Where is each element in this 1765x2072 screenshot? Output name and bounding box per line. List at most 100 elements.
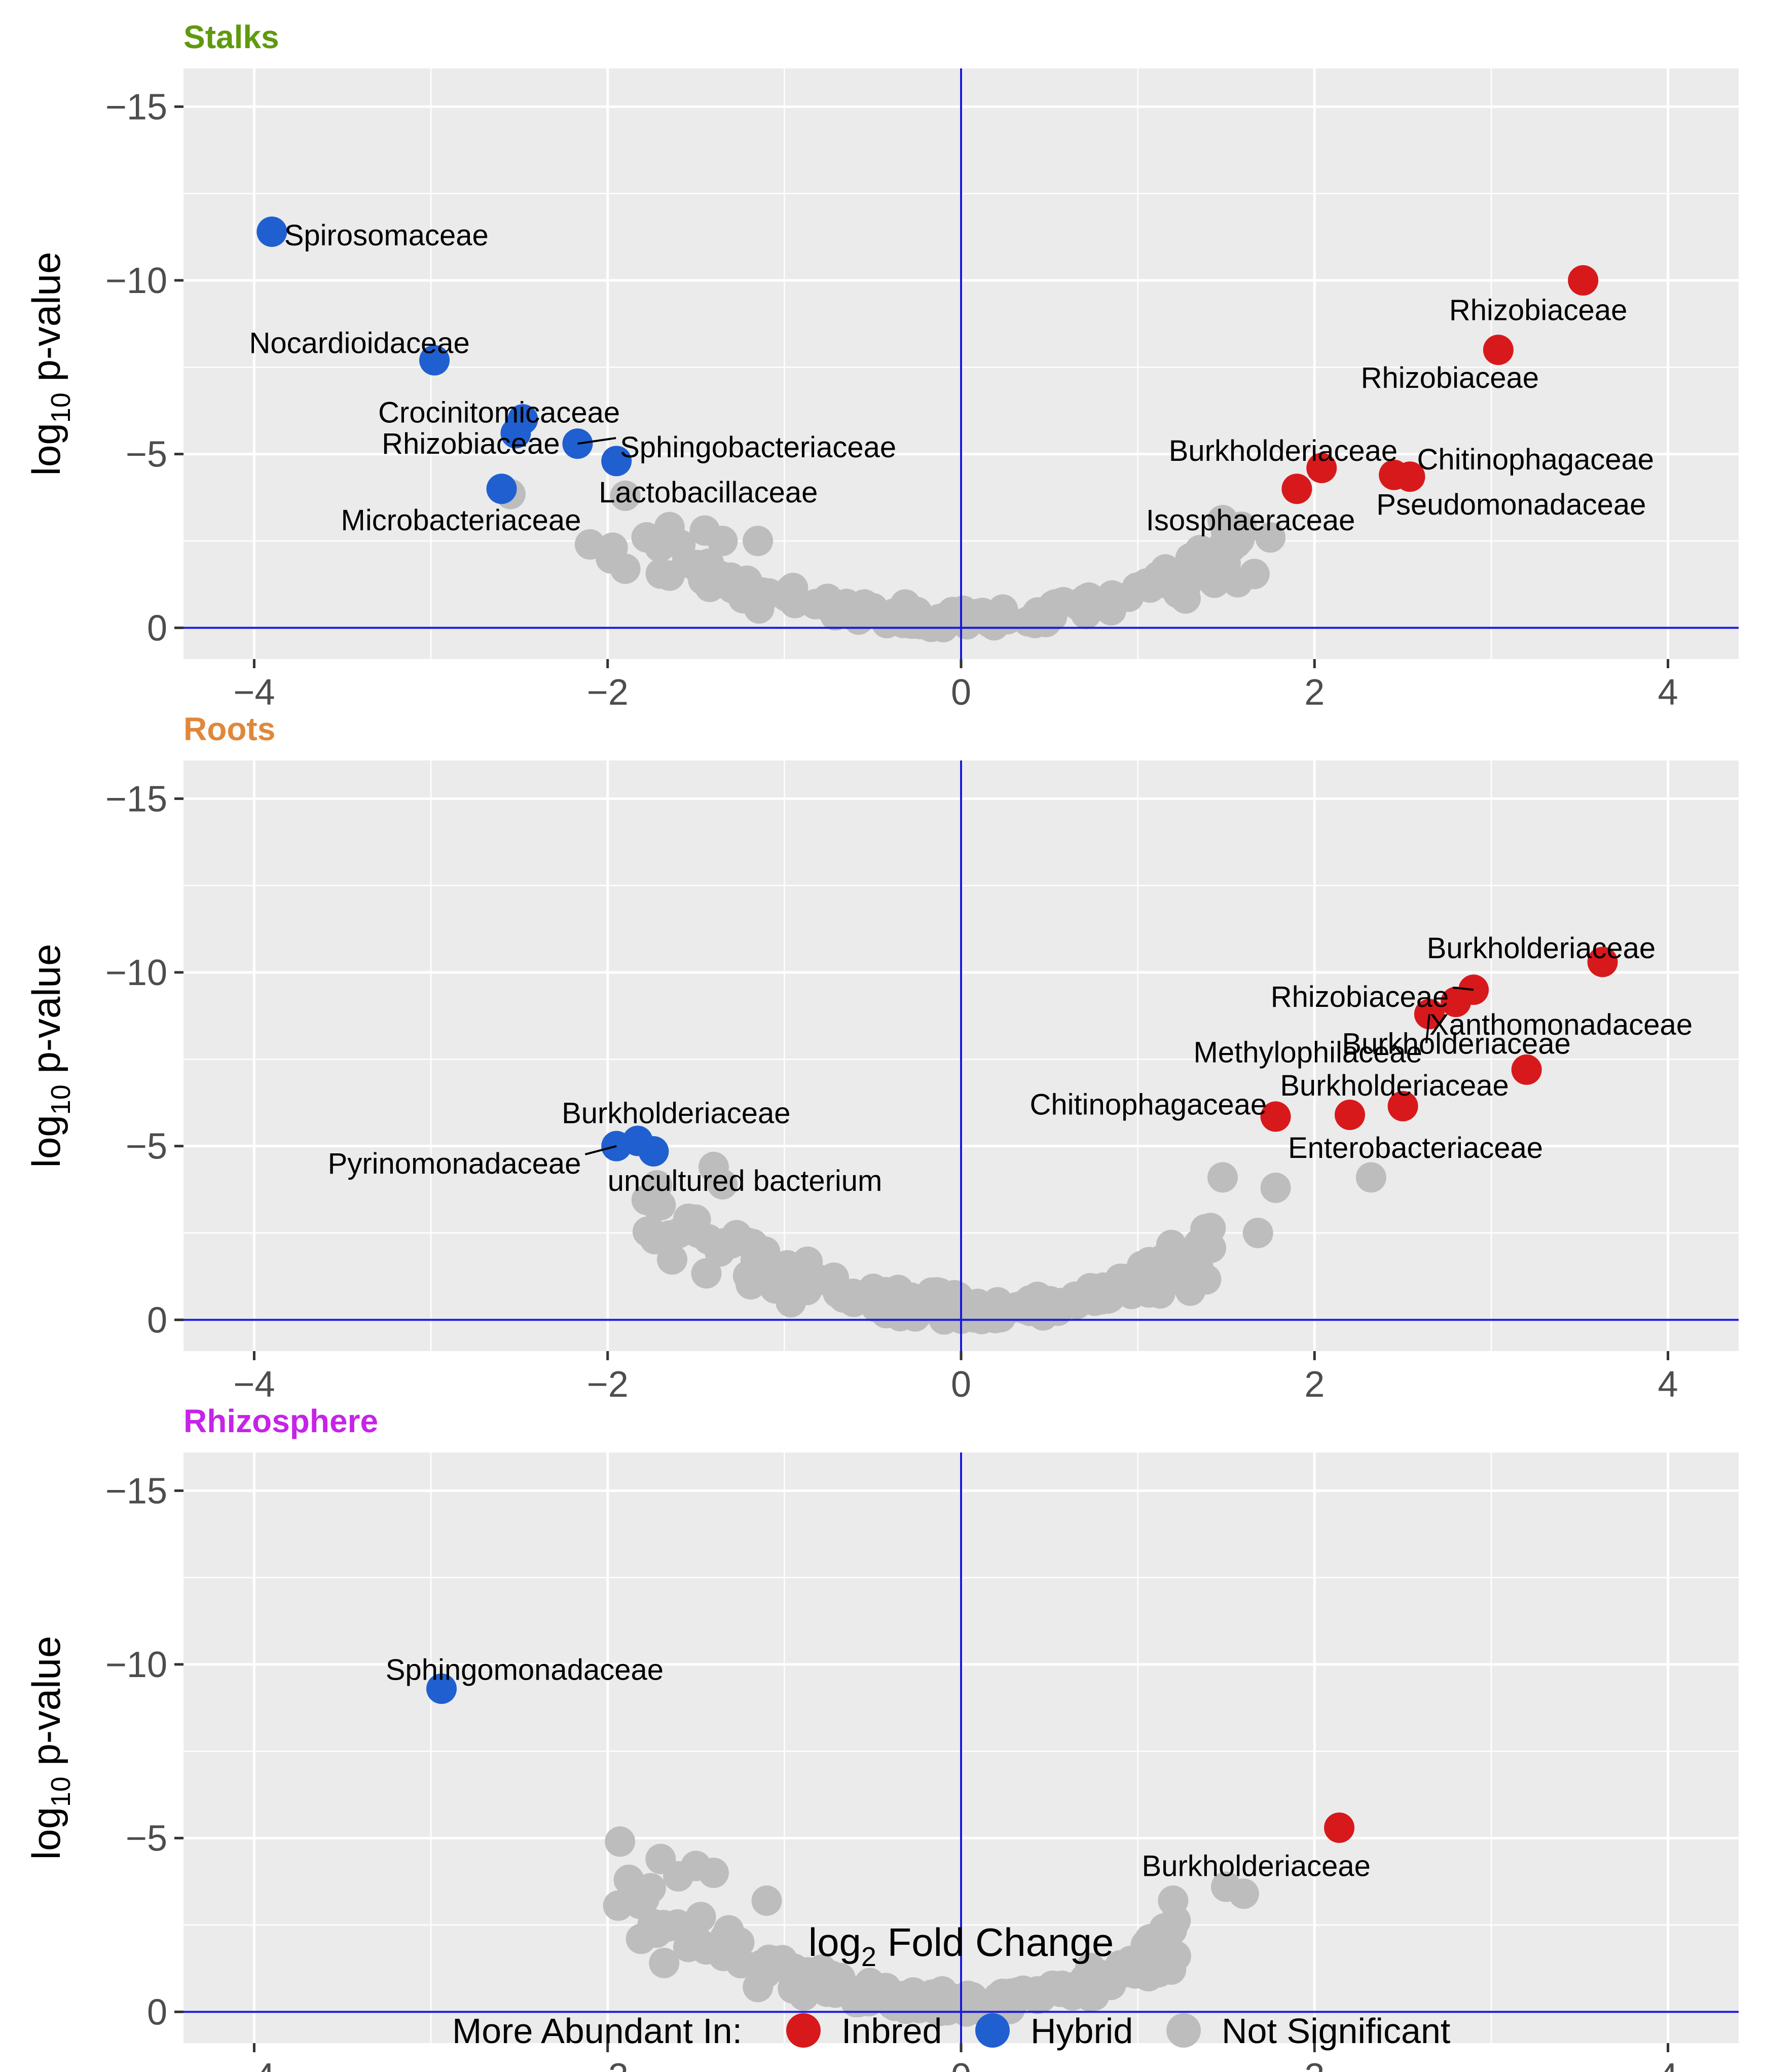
point-not-significant: [1255, 522, 1286, 553]
label-leader-line: [577, 437, 616, 445]
point-not-significant: [695, 557, 726, 588]
point-inbred: [1324, 1812, 1355, 1843]
point-not-significant: [843, 1987, 874, 2018]
point-not-significant: [1122, 572, 1153, 603]
y-tick-label: −5: [126, 1819, 167, 1859]
point-not-significant: [654, 560, 685, 591]
point-inbred: [1387, 1090, 1418, 1121]
point-label: Crocinitomicaceae: [378, 396, 620, 429]
point-not-significant: [1115, 1945, 1146, 1976]
points: [495, 479, 1286, 643]
label-leader-line: [584, 1145, 617, 1155]
point-not-significant: [1175, 1275, 1206, 1306]
point-not-significant: [1128, 1266, 1159, 1297]
point-not-significant: [728, 575, 759, 606]
point-label: Burkholderiaceae: [562, 1097, 790, 1130]
point-label: Chitinophagaceae: [1030, 1088, 1267, 1121]
legend-marker-not-significant: [1166, 2013, 1201, 2048]
legend-label-hybrid: Hybrid: [1031, 2011, 1133, 2051]
y-tick-label: −5: [126, 434, 167, 475]
y-tick-label: −10: [105, 1645, 167, 1685]
point-inbred: [1483, 335, 1514, 366]
point-not-significant: [610, 480, 641, 511]
point-not-significant: [1210, 517, 1241, 548]
point-not-significant: [691, 1258, 722, 1289]
point-not-significant: [707, 1169, 738, 1200]
point-not-significant: [1152, 1241, 1183, 1272]
y-axis-title: log10 p-value: [24, 252, 76, 476]
point-not-significant: [972, 1299, 1003, 1330]
x-tick-label: 0: [951, 2056, 971, 2072]
point-not-significant: [657, 1244, 688, 1275]
point-label: Pyrinomonadaceae: [328, 1147, 581, 1180]
x-tick-label: −2: [587, 1364, 629, 1405]
point-hybrid: [601, 446, 632, 477]
point-inbred: [1281, 474, 1312, 504]
y-tick-label: −15: [105, 1471, 167, 1511]
point-not-significant: [928, 1282, 959, 1313]
panel-title: Stalks: [183, 19, 279, 55]
y-tick-label: −10: [105, 953, 167, 993]
point-not-significant: [654, 512, 685, 542]
point-not-significant: [780, 588, 811, 619]
point-hybrid: [256, 216, 287, 247]
point-hybrid: [638, 1136, 669, 1167]
point-inbred: [1568, 265, 1599, 296]
x-tick-label: 4: [1658, 2056, 1678, 2072]
point-not-significant: [1207, 1162, 1238, 1193]
panel-title: Roots: [183, 711, 275, 747]
point-label: Enterobacteriaceae: [1288, 1132, 1543, 1165]
point-label: Rhizobiaceae: [1449, 294, 1627, 326]
point-label: uncultured bacterium: [608, 1165, 882, 1197]
point-not-significant: [1260, 1172, 1291, 1203]
point-not-significant: [1073, 1974, 1104, 2005]
point-not-significant: [987, 1978, 1018, 2009]
x-tick-label: 0: [951, 1364, 971, 1405]
point-not-significant: [1046, 1288, 1077, 1319]
point-inbred: [1379, 459, 1410, 490]
point-label: Rhizobiaceae: [1271, 980, 1449, 1013]
point-not-significant: [1017, 604, 1048, 635]
point-hybrid: [500, 418, 531, 449]
point-not-significant: [716, 1228, 747, 1259]
point-not-significant: [779, 1274, 810, 1304]
point-not-significant: [743, 1972, 774, 2003]
x-tick-label: −4: [233, 2056, 275, 2072]
legend-label-inbred: Inbred: [841, 2011, 942, 2051]
point-not-significant: [673, 1203, 704, 1234]
point-not-significant: [637, 1908, 668, 1939]
point-label: Methylophilaceae: [1194, 1036, 1422, 1069]
point-not-significant: [1150, 554, 1181, 585]
y-tick-label: 0: [147, 1300, 167, 1340]
panel-title: Rhizosphere: [183, 1403, 378, 1439]
point-not-significant: [1175, 543, 1206, 574]
x-tick-label: −4: [233, 1364, 275, 1405]
x-tick-label: 2: [1304, 672, 1325, 713]
point-not-significant: [636, 1218, 667, 1248]
point-inbred: [1260, 1101, 1291, 1132]
point-not-significant: [681, 1850, 712, 1881]
point-hybrid: [419, 345, 450, 376]
point-not-significant: [1190, 1228, 1221, 1259]
point-label: Burkholderiaceae: [1342, 1028, 1570, 1061]
point-label: Burkholderiaceae: [1142, 1850, 1371, 1883]
point-inbred: [1511, 1054, 1542, 1085]
point-not-significant: [873, 1294, 904, 1325]
panel-stalks: Stalks −15 −10 −5 0 −4 −2 0 2 4 log10 p-value Spiro…: [24, 19, 1739, 713]
point-not-significant: [812, 584, 843, 614]
point-inbred: [1587, 947, 1618, 977]
point-label: Isosphaeraceae: [1146, 504, 1355, 537]
point-not-significant: [613, 1864, 644, 1895]
point-not-significant: [610, 553, 641, 584]
y-axis-title: log10 p-value: [24, 944, 76, 1168]
point-not-significant: [673, 1932, 704, 1962]
panel-roots: Roots −15 −10 −5 0 −4 −2 0 2 4 log10 p-value Burkho…: [24, 711, 1739, 1405]
point-not-significant: [1158, 1885, 1189, 1916]
point-not-significant: [806, 1954, 837, 1985]
point-not-significant: [724, 1927, 755, 1958]
x-tick-label: 4: [1658, 672, 1678, 713]
point-label: Pseudomonadaceae: [1376, 488, 1646, 521]
x-tick-label: −4: [233, 672, 275, 713]
point-not-significant: [754, 1250, 785, 1281]
y-tick-label: −15: [105, 779, 167, 819]
